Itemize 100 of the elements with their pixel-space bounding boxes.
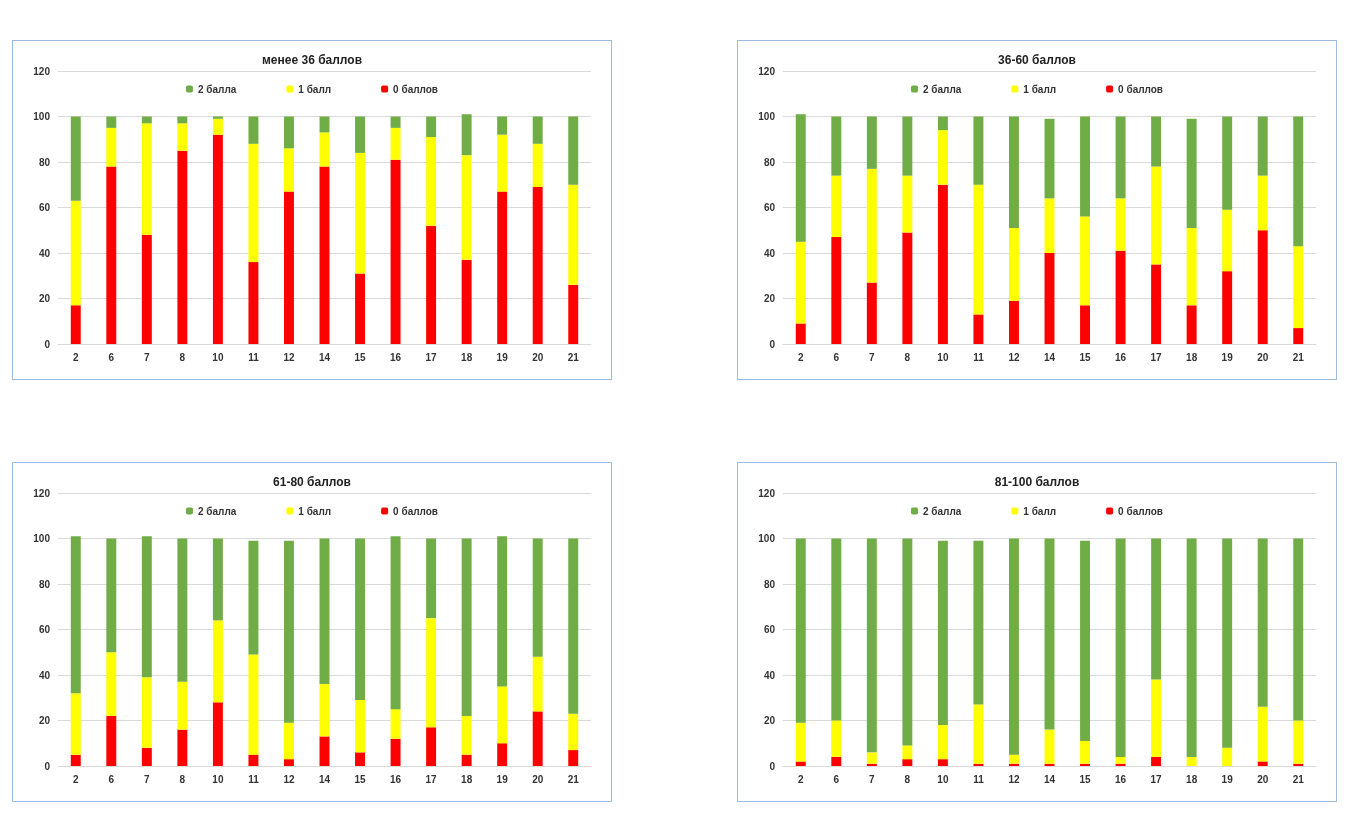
- bar: [1151, 538, 1162, 680]
- x-tick-label: 2: [72, 773, 79, 785]
- bar: [248, 116, 259, 144]
- bar: [1186, 305, 1197, 344]
- y-tick-label: 80: [38, 578, 51, 590]
- bar: [212, 702, 223, 766]
- bar: [1044, 538, 1055, 730]
- bar: [1186, 756, 1197, 766]
- x-tick-label: 20: [1257, 351, 1269, 363]
- bar: [902, 232, 913, 344]
- x-tick-label: 12: [283, 351, 295, 363]
- bar: [902, 759, 913, 766]
- bar: [461, 259, 472, 344]
- bar: [141, 234, 152, 344]
- bar: [1044, 118, 1055, 199]
- bar: [355, 273, 366, 344]
- bar: [568, 538, 579, 714]
- bar: [497, 191, 508, 344]
- legend-label: 1 балл: [298, 83, 332, 95]
- y-tick-label: 100: [758, 111, 776, 122]
- chart-title: 36-60 баллов: [998, 53, 1076, 67]
- bar: [532, 711, 543, 766]
- bar: [1222, 116, 1233, 210]
- bar: [497, 686, 508, 744]
- bar: [1222, 271, 1233, 344]
- bar: [1222, 209, 1233, 272]
- bar: [831, 175, 842, 238]
- x-tick-label: 10: [937, 351, 949, 363]
- bar: [1293, 538, 1304, 721]
- x-tick-label: 8: [179, 773, 186, 785]
- x-tick-label: 12: [1008, 351, 1020, 363]
- bar: [283, 722, 294, 760]
- bar: [355, 152, 366, 274]
- bar: [937, 116, 948, 131]
- bar: [248, 654, 259, 755]
- bar: [902, 745, 913, 760]
- y-tick-label: 0: [769, 338, 776, 350]
- bar: [973, 184, 984, 315]
- x-tick-label: 2: [797, 773, 804, 785]
- bar: [532, 187, 543, 344]
- y-tick-label: 40: [38, 669, 51, 681]
- bar: [1080, 740, 1091, 764]
- x-tick-label: 16: [1115, 351, 1127, 363]
- bar: [1115, 756, 1126, 764]
- bar: [1044, 253, 1055, 344]
- bar: [355, 116, 366, 153]
- bar: [497, 116, 508, 135]
- x-tick-label: 6: [833, 351, 840, 363]
- bar: [866, 168, 877, 283]
- x-tick-label: 11: [973, 773, 985, 785]
- bar: [532, 656, 543, 712]
- bar: [106, 652, 117, 716]
- x-tick-label: 7: [144, 351, 151, 363]
- x-tick-label: 18: [461, 351, 473, 363]
- x-tick-label: 7: [869, 351, 876, 363]
- bar: [902, 538, 913, 746]
- bar: [1151, 264, 1162, 344]
- x-tick-label: 19: [496, 351, 509, 363]
- bar: [1186, 118, 1197, 228]
- bar: [568, 284, 579, 344]
- y-tick-label: 100: [758, 533, 776, 544]
- bar: [831, 237, 842, 344]
- bar: [902, 175, 913, 233]
- bar: [1257, 538, 1268, 707]
- bar: [177, 123, 188, 151]
- bar: [461, 114, 472, 156]
- bar: [1115, 198, 1126, 251]
- legend-label: 2 балла: [922, 505, 962, 517]
- bar: [70, 116, 81, 201]
- bar: [1293, 246, 1304, 329]
- bar: [106, 166, 117, 344]
- legend-label: 2 балла: [922, 83, 962, 95]
- bar: [319, 684, 330, 737]
- x-tick-label: 15: [1079, 351, 1092, 363]
- legend-label: 0 баллов: [1118, 505, 1164, 517]
- bar: [1008, 300, 1019, 344]
- bar: [426, 727, 437, 766]
- legend-label: 1 балл: [1023, 505, 1057, 517]
- bar: [355, 752, 366, 766]
- x-tick-label: 17: [1150, 351, 1163, 363]
- bar: [426, 136, 437, 226]
- x-tick-label: 10: [212, 773, 224, 785]
- bar: [973, 540, 984, 705]
- x-tick-label: 17: [425, 351, 438, 363]
- y-tick-label: 60: [763, 624, 776, 635]
- bar: [1222, 538, 1233, 748]
- bar: [1008, 227, 1019, 301]
- y-tick-label: 0: [44, 338, 51, 350]
- x-tick-label: 8: [904, 773, 911, 785]
- bar: [283, 116, 294, 149]
- bar: [106, 538, 117, 653]
- y-tick-label: 0: [769, 760, 776, 772]
- y-tick-label: 60: [763, 202, 776, 213]
- y-tick-label: 120: [33, 487, 51, 499]
- bar: [248, 540, 259, 655]
- bar: [283, 540, 294, 723]
- bar: [866, 116, 877, 169]
- bar: [1151, 679, 1162, 757]
- legend-label: 0 баллов: [393, 83, 439, 95]
- x-tick-label: 19: [1221, 773, 1234, 785]
